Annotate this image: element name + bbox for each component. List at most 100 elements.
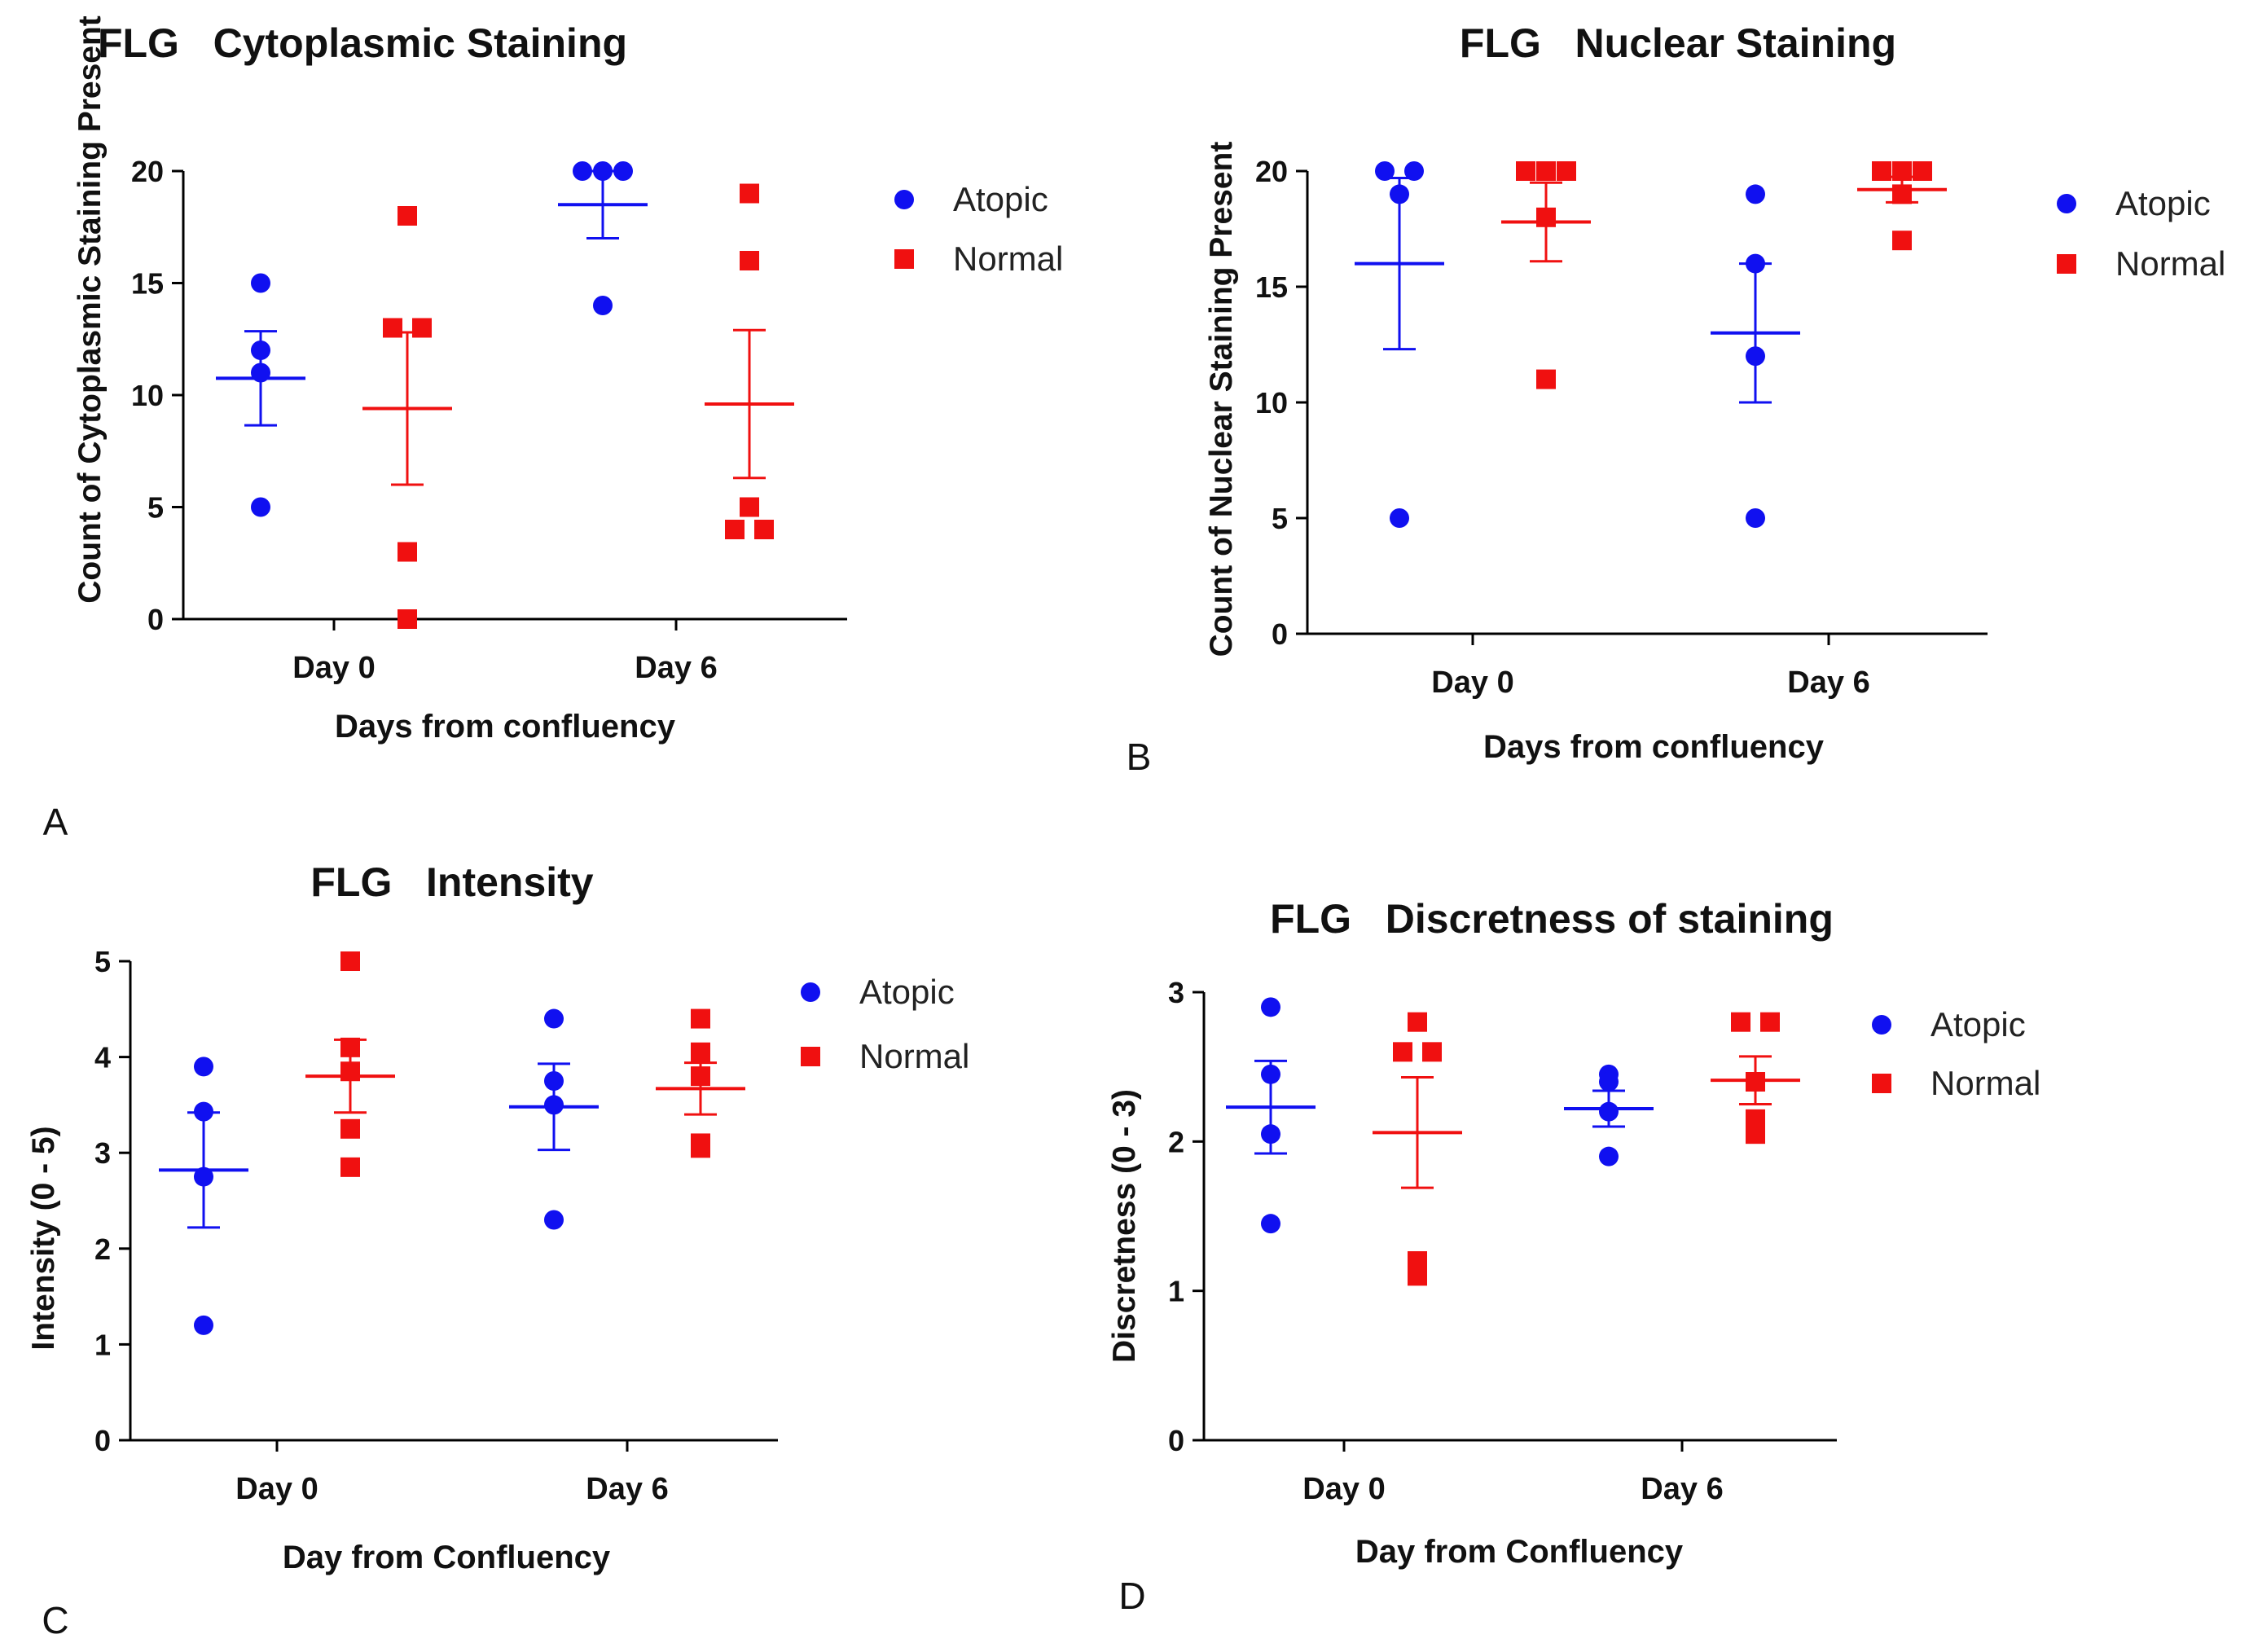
normal-data-point [740, 183, 759, 204]
atopic-data-point [593, 296, 613, 315]
y-tick-label: 3 [1168, 976, 1184, 1009]
legend-marker-atopic [894, 190, 914, 209]
legend: Atopic Normal [801, 973, 969, 1075]
atopic-data-point [251, 273, 270, 293]
atopic-data-point [1375, 161, 1395, 181]
chart-panel-c: FLG Intensity Intensity (0 - 5) Day from… [26, 859, 969, 1641]
atopic-data-point [194, 1057, 213, 1077]
y-tick-label: 10 [131, 379, 164, 412]
normal-data-point [1536, 161, 1556, 181]
atopic-data-point [194, 1315, 213, 1335]
normal-data-point [1393, 1042, 1412, 1062]
normal-data-point [1731, 1012, 1750, 1032]
atopic-data-point [544, 1210, 564, 1230]
atopic-data-point [1599, 1146, 1619, 1167]
chart-title: FLG Intensity [310, 859, 593, 905]
atopic-data-point [1390, 184, 1409, 204]
atopic-data-point [544, 1071, 564, 1091]
legend-marker-normal [801, 1047, 820, 1066]
plot-area: 0 1 2 3 Day 0 Day 6 [1168, 976, 1837, 1506]
normal-data-point [1557, 161, 1576, 181]
normal-data-point [340, 1118, 360, 1139]
normal-data-point [1746, 1072, 1765, 1092]
y-tick-label: 3 [94, 1136, 111, 1170]
x-tick-label: Day 0 [1431, 666, 1513, 700]
normal-data-point [340, 1157, 360, 1177]
chart-title: FLG Nuclear Staining [1460, 20, 1896, 66]
normal-data-point [1892, 184, 1912, 204]
atopic-data-point [1390, 508, 1409, 528]
y-tick-label: 1 [1168, 1275, 1184, 1308]
x-axis-label: Days from confluency [335, 709, 676, 745]
normal-data-point [340, 951, 360, 971]
y-axis-label: Discretness (0 - 3) [1107, 1089, 1142, 1363]
x-axis-label: Days from confluency [1483, 729, 1825, 765]
y-tick-label: 5 [1272, 502, 1288, 535]
atopic-data-point [613, 161, 633, 181]
y-tick-label: 0 [1168, 1424, 1184, 1457]
atopic-data-point [593, 161, 613, 181]
atopic-data-point [251, 362, 270, 383]
normal-data-point [1872, 161, 1891, 181]
legend-marker-atopic [2057, 194, 2076, 213]
y-axis-label: Count of Nuclear Staining Present [1204, 142, 1239, 657]
plot-area: 0 5 10 15 20 Day 0 Day 6 [1255, 155, 1988, 700]
normal-data-point [1536, 207, 1556, 227]
normal-data-point [398, 609, 417, 629]
atopic-data-point [251, 497, 270, 517]
atopic-data-point [194, 1101, 213, 1122]
atopic-data-point [1261, 997, 1280, 1017]
normal-data-point [1408, 1012, 1427, 1032]
legend-label-atopic: Atopic [2115, 184, 2211, 222]
y-tick-label: 1 [94, 1328, 111, 1361]
y-tick-label: 0 [147, 603, 164, 636]
atopic-data-point [1404, 161, 1424, 181]
x-tick-label: Day 0 [292, 651, 375, 685]
atopic-data-point [251, 341, 270, 360]
normal-data-point [691, 1042, 710, 1062]
normal-data-point [1516, 161, 1535, 181]
normal-data-point [398, 542, 417, 562]
chart-panel-a: FLG Cytoplasmic Staining Count of Cytopl… [43, 15, 1064, 843]
y-axis-label: Intensity (0 - 5) [26, 1126, 61, 1350]
y-tick-label: 5 [147, 491, 164, 525]
x-tick-label: Day 0 [1302, 1472, 1385, 1506]
x-axis-label: Day from Confluency [283, 1540, 611, 1575]
normal-data-point [1892, 231, 1912, 251]
x-tick-label: Day 0 [235, 1472, 318, 1506]
atopic-data-point [1599, 1101, 1619, 1122]
y-tick-label: 10 [1255, 386, 1288, 420]
normal-data-point [340, 1061, 360, 1082]
legend-marker-atopic [801, 982, 820, 1002]
normal-data-point [1760, 1012, 1780, 1032]
normal-data-point [1913, 161, 1932, 181]
x-axis-label: Day from Confluency [1355, 1534, 1684, 1570]
panel-label: C [42, 1599, 68, 1641]
panel-label: D [1118, 1575, 1145, 1617]
panel-label: A [43, 801, 68, 843]
y-axis-label: Count of Cytoplasmic Staining Present [72, 15, 108, 604]
normal-data-point [398, 206, 417, 226]
legend-marker-atopic [1872, 1015, 1891, 1035]
x-tick-label: Day 6 [586, 1472, 668, 1506]
normal-data-point [740, 251, 759, 270]
normal-data-point [412, 318, 432, 338]
normal-data-point [691, 1008, 710, 1029]
chart-title: FLG Discretness of staining [1270, 896, 1834, 942]
normal-data-point [1536, 369, 1556, 389]
plot-area: 0 1 2 3 4 5 Day 0 Day 6 [94, 945, 778, 1506]
chart-panel-b: FLG Nuclear Staining Count of Nuclear St… [1127, 20, 2226, 778]
x-tick-label: Day 6 [635, 651, 717, 685]
plot-area: 0 5 10 15 20 Day 0 Day 6 [131, 155, 847, 685]
legend-label-normal: Normal [953, 239, 1063, 278]
normal-data-point [725, 520, 745, 539]
legend-marker-normal [1872, 1074, 1891, 1093]
atopic-data-point [194, 1167, 213, 1187]
normal-data-point [754, 520, 774, 539]
atopic-data-point [1746, 508, 1765, 528]
atopic-data-point [544, 1095, 564, 1115]
normal-data-point [740, 497, 759, 517]
y-tick-label: 15 [131, 267, 164, 301]
legend-marker-normal [2057, 254, 2076, 274]
legend: Atopic Normal [1872, 1005, 2040, 1102]
